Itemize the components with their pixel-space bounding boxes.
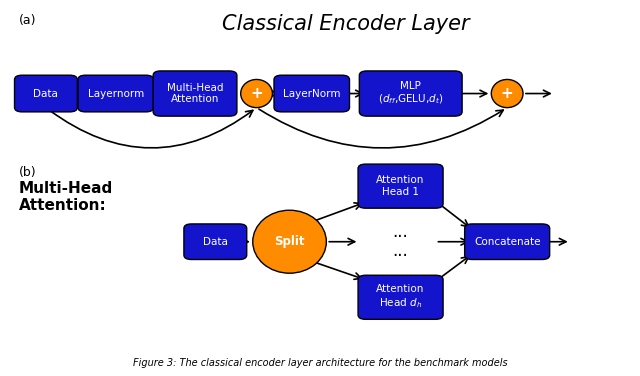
Text: Layernorm: Layernorm — [88, 88, 144, 99]
Text: Classical Encoder Layer: Classical Encoder Layer — [221, 14, 469, 34]
Text: Data: Data — [203, 237, 228, 247]
Text: Data: Data — [33, 88, 58, 99]
Text: Attention
Head 1: Attention Head 1 — [376, 175, 425, 197]
Text: ...: ... — [393, 223, 408, 241]
Text: LayerNorm: LayerNorm — [283, 88, 340, 99]
Text: Multi-Head
Attention: Multi-Head Attention — [167, 83, 223, 104]
FancyBboxPatch shape — [465, 224, 550, 259]
FancyBboxPatch shape — [184, 224, 247, 259]
Text: +: + — [500, 86, 513, 101]
Text: Concatenate: Concatenate — [474, 237, 540, 247]
Ellipse shape — [241, 79, 273, 108]
Text: (b): (b) — [19, 166, 36, 179]
Text: MLP
($d_{ff}$,GELU,$d_t$): MLP ($d_{ff}$,GELU,$d_t$) — [378, 81, 444, 106]
FancyBboxPatch shape — [274, 75, 349, 112]
Text: Split: Split — [275, 235, 305, 248]
FancyBboxPatch shape — [78, 75, 154, 112]
FancyBboxPatch shape — [358, 275, 443, 319]
Text: Figure 3: The classical encoder layer architecture for the benchmark models: Figure 3: The classical encoder layer ar… — [132, 358, 508, 368]
FancyBboxPatch shape — [359, 71, 462, 116]
FancyBboxPatch shape — [15, 75, 77, 112]
FancyBboxPatch shape — [153, 71, 237, 116]
Text: Attention
Head $d_h$: Attention Head $d_h$ — [376, 284, 425, 310]
Text: Multi-Head
Attention:: Multi-Head Attention: — [19, 181, 113, 214]
FancyBboxPatch shape — [358, 164, 443, 208]
Ellipse shape — [253, 210, 326, 273]
Text: ...: ... — [393, 242, 408, 260]
Text: +: + — [250, 86, 263, 101]
Text: (a): (a) — [19, 14, 36, 27]
Ellipse shape — [492, 79, 523, 108]
